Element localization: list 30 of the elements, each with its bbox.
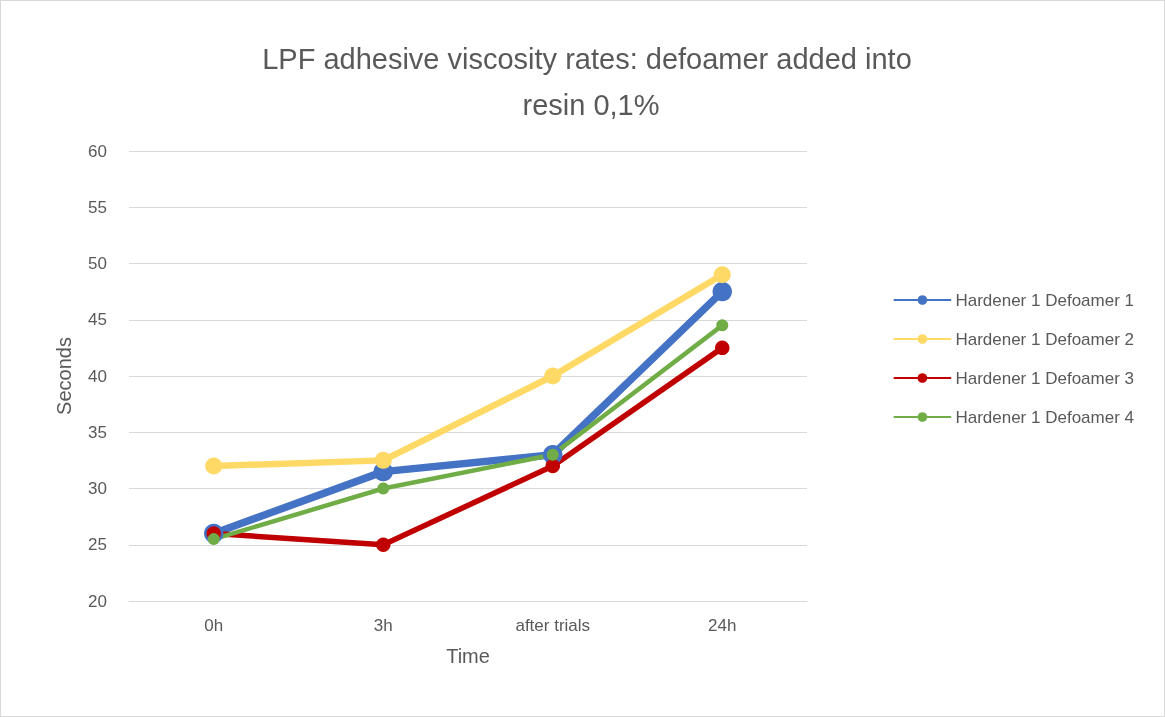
point <box>377 482 390 495</box>
legend-label: Hardener 1 Defoamer 3 <box>955 368 1134 388</box>
y-tick-label: 45 <box>88 310 107 330</box>
point <box>544 367 562 385</box>
y-tick-label: 20 <box>88 591 107 611</box>
point <box>713 266 731 284</box>
legend-label: Hardener 1 Defoamer 1 <box>955 290 1134 310</box>
x-tick-label: 0h <box>204 616 224 635</box>
y-tick-label: 50 <box>88 254 107 273</box>
point <box>374 451 392 469</box>
y-tick-label: 60 <box>88 141 107 161</box>
point <box>205 457 223 475</box>
point <box>715 340 730 356</box>
y-tick-label: 35 <box>88 422 107 442</box>
x-tick-label: 3h <box>373 616 393 635</box>
point <box>716 319 729 332</box>
y-tick-label: 40 <box>88 366 107 386</box>
y-tick-label: 55 <box>88 197 107 217</box>
x-axis-title: Time <box>446 645 490 667</box>
chart-title: LPF adhesive viscosity rates: defoamer added into resin 0,1% <box>262 43 920 121</box>
point <box>545 458 560 474</box>
y-axis-title: Seconds <box>53 337 75 415</box>
legend-label: Hardener 1 Defoamer 2 <box>955 329 1134 349</box>
point <box>376 537 391 552</box>
y-tick-label: 30 <box>88 479 107 498</box>
point <box>712 281 732 302</box>
y-tick-label: 25 <box>88 535 107 555</box>
x-tick-label: 24h <box>708 616 737 635</box>
legend-label: Hardener 1 Defoamer 4 <box>955 407 1134 427</box>
x-tick-label: after trials <box>515 616 591 635</box>
